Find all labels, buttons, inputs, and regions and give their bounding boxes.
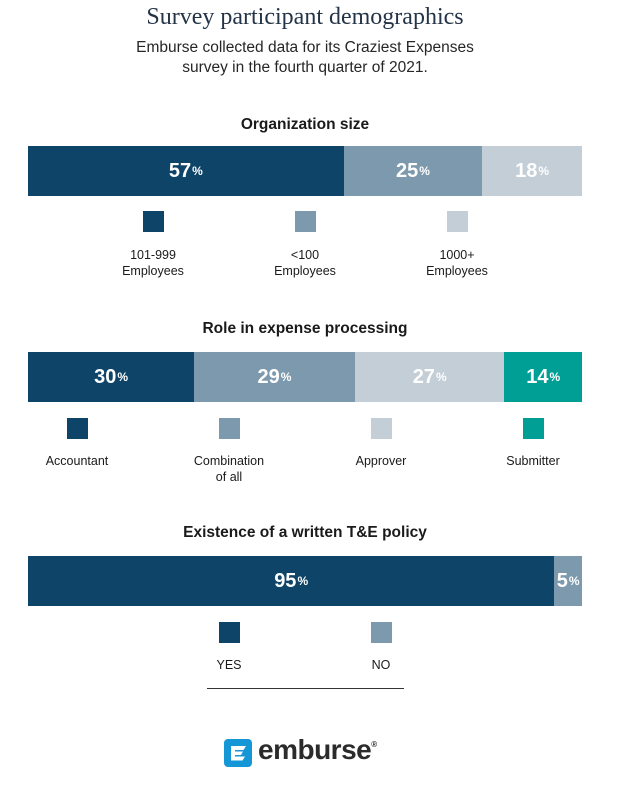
data-label-unit: % bbox=[568, 574, 580, 588]
data-label-unit: % bbox=[280, 370, 292, 384]
org-size-bar: 57% 25% 18% bbox=[28, 146, 582, 196]
data-label-value: 30 bbox=[94, 365, 117, 388]
policy-title: Existence of a written T&E policy bbox=[183, 524, 427, 541]
data-label-unit: % bbox=[419, 164, 430, 178]
divider-line bbox=[207, 688, 404, 689]
bar-segment-101-999-employees: 57% bbox=[28, 146, 344, 196]
data-label-value: 57 bbox=[168, 159, 192, 182]
chart-subtitle: Emburse collected data for its Craziest … bbox=[0, 38, 610, 78]
legend-label-submitter: Submitter bbox=[506, 454, 560, 468]
data-label-value: 14 bbox=[526, 365, 549, 388]
org-size-title: Organization size bbox=[240, 116, 370, 133]
bar-segment-no: 5% bbox=[554, 556, 582, 606]
emburse-logo-icon bbox=[224, 739, 252, 767]
data-label-unit: % bbox=[192, 164, 203, 178]
subtitle-line-2: survey in the fourth quarter of 2021. bbox=[182, 59, 428, 76]
legend-label-approver: Approver bbox=[355, 454, 407, 468]
legend-swatch-accountant bbox=[66, 418, 88, 439]
data-label-unit: % bbox=[549, 370, 561, 384]
legend-label-combination-of-all: Combination of all bbox=[193, 454, 265, 484]
legend-label-101-999-employees: 101-999 Employees bbox=[122, 248, 184, 278]
legend-swatch-1000-employees bbox=[446, 211, 468, 232]
bar-segment-100-employees: 25% bbox=[343, 146, 483, 196]
legend-swatch-submitter bbox=[522, 418, 544, 439]
data-label-unit: % bbox=[297, 574, 309, 588]
role-bar: 30% 29% 27% 14% bbox=[28, 352, 582, 402]
policy-bar: 95% 5% bbox=[28, 556, 582, 606]
data-label-unit: % bbox=[117, 370, 129, 384]
chart-title: Survey participant demographics bbox=[146, 4, 464, 30]
bar-segment-approver: 27% bbox=[354, 352, 505, 402]
legend-swatch-yes bbox=[218, 622, 240, 643]
data-label-value: 29 bbox=[257, 365, 280, 388]
legend-label-yes: YES bbox=[216, 658, 242, 672]
legend-swatch-101-999-employees bbox=[142, 211, 164, 232]
role-title: Role in expense processing bbox=[202, 320, 408, 337]
bar-segment-combination-of-all: 29% bbox=[194, 352, 355, 402]
legend-swatch-no bbox=[370, 622, 392, 643]
data-label-value: 5 bbox=[556, 569, 568, 592]
bar-segment-submitter: 14% bbox=[504, 352, 582, 402]
legend-label-100-employees: <100 Employees bbox=[274, 248, 336, 278]
logo-wordmark: emburse® bbox=[258, 734, 377, 766]
data-label-value: 25 bbox=[396, 159, 419, 182]
legend-swatch-approver bbox=[370, 418, 392, 439]
legend-swatch-100-employees bbox=[294, 211, 316, 232]
bar-segment-accountant: 30% bbox=[28, 352, 195, 402]
logo-trademark: ® bbox=[371, 740, 377, 749]
data-label-value: 27 bbox=[412, 365, 435, 388]
emburse-logo: emburse® bbox=[224, 734, 394, 768]
legend-label-no: NO bbox=[371, 658, 391, 672]
data-label-unit: % bbox=[538, 164, 550, 178]
bar-segment-yes: 95% bbox=[28, 556, 555, 606]
legend-label-accountant: Accountant bbox=[45, 454, 109, 468]
bar-segment-1000-employees: 18% bbox=[482, 146, 582, 196]
logo-text: emburse bbox=[258, 734, 372, 765]
data-label-value: 95 bbox=[274, 569, 297, 592]
subtitle-line-1: Emburse collected data for its Craziest … bbox=[136, 39, 474, 56]
data-label-value: 18 bbox=[515, 159, 538, 182]
legend-label-1000-employees: 1000+ Employees bbox=[426, 248, 488, 278]
data-label-unit: % bbox=[435, 370, 447, 384]
legend-swatch-combination-of-all bbox=[218, 418, 240, 439]
